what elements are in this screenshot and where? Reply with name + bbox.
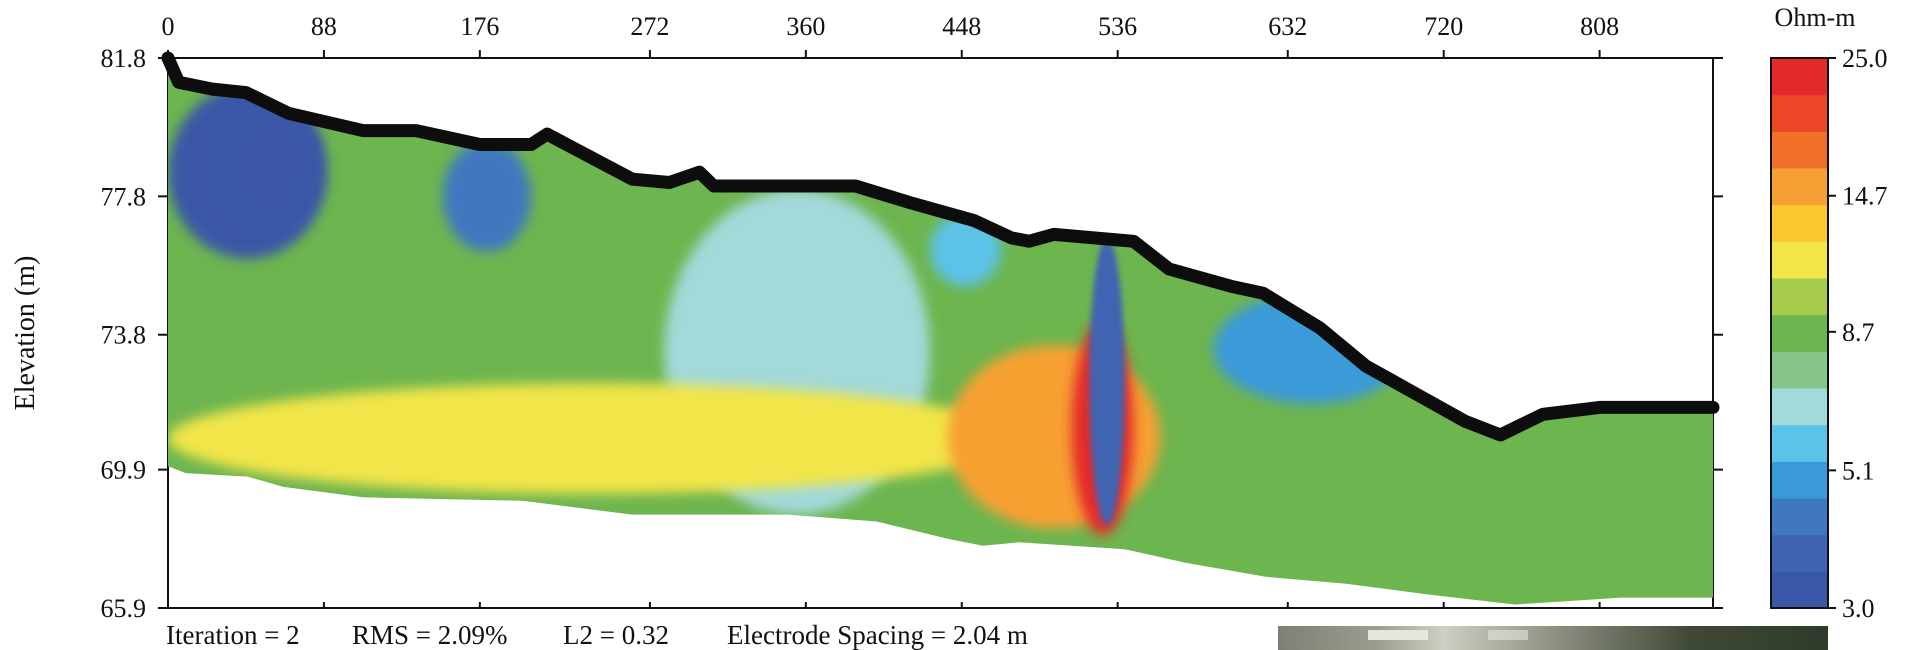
annotation-l2: L2 = 0.32: [563, 620, 669, 650]
colorbar-swatch: [1771, 314, 1828, 352]
colorbar-tick-label: 14.7: [1842, 182, 1888, 211]
colorbar-swatch: [1771, 278, 1828, 316]
y-axis-title: Elevation (m): [10, 256, 41, 411]
colorbar-swatch: [1771, 388, 1828, 426]
y-tick-label: 73.8: [101, 321, 147, 350]
resistivity-anomaly: [221, 99, 319, 225]
x-tick-label: 88: [311, 12, 337, 41]
colorbar-tick-label: 3.0: [1842, 594, 1875, 623]
annotation-iteration: Iteration = 2: [166, 620, 300, 650]
x-tick-label: 360: [786, 12, 825, 41]
colorbar-swatch: [1771, 424, 1828, 462]
resistivity-anomaly: [168, 383, 1019, 494]
colorbar-tick-label: 5.1: [1842, 456, 1875, 485]
x-tick-label: 808: [1580, 12, 1619, 41]
colorbar-swatch: [1771, 168, 1828, 206]
y-tick-label: 81.8: [101, 44, 147, 73]
colorbar-swatch: [1771, 534, 1828, 572]
colorbar-swatch: [1771, 131, 1828, 169]
colorbar-swatch: [1771, 204, 1828, 242]
y-tick-label: 65.9: [101, 594, 147, 623]
resistivity-anomaly: [1089, 237, 1125, 525]
colorbar-unit-label: Ohm-m: [1775, 3, 1856, 32]
y-tick-label: 69.9: [101, 456, 147, 485]
x-tick-label: 0: [162, 12, 175, 41]
resistivity-anomaly: [442, 141, 532, 252]
x-tick-label: 448: [942, 12, 981, 41]
y-tick-label: 77.8: [101, 182, 147, 211]
colorbar-swatch: [1771, 351, 1828, 389]
x-tick-label: 720: [1424, 12, 1463, 41]
x-axis: 0 88 176 272 360 448 536 632 720 808: [162, 12, 1619, 608]
colorbar-swatch: [1771, 461, 1828, 499]
colorbar-tick-label: 8.7: [1842, 318, 1875, 347]
colorbar-swatch: [1771, 58, 1828, 96]
x-tick-label: 632: [1268, 12, 1307, 41]
annotation-electrode-spacing: Electrode Spacing = 2.04 m: [727, 620, 1028, 650]
colorbar-swatch: [1771, 571, 1828, 609]
colorbar-swatch: [1771, 498, 1828, 536]
x-tick-label: 536: [1098, 12, 1137, 41]
colorbar-tick-label: 25.0: [1842, 44, 1888, 73]
aerial-photo-thumbnail: [1278, 626, 1828, 650]
colorbar-frame: [1770, 57, 1829, 609]
x-tick-label: 176: [460, 12, 499, 41]
colorbar-swatch: [1771, 94, 1828, 132]
x-tick-label: 272: [630, 12, 669, 41]
annotation-rms: RMS = 2.09%: [352, 620, 508, 650]
topography-line: [161, 51, 1720, 442]
colorbar: 25.0 14.7 8.7 5.1 3.0: [1770, 44, 1888, 623]
colorbar-swatch: [1771, 241, 1828, 279]
y-axis: 81.8 77.8 73.8 69.9 65.9: [101, 44, 1723, 623]
